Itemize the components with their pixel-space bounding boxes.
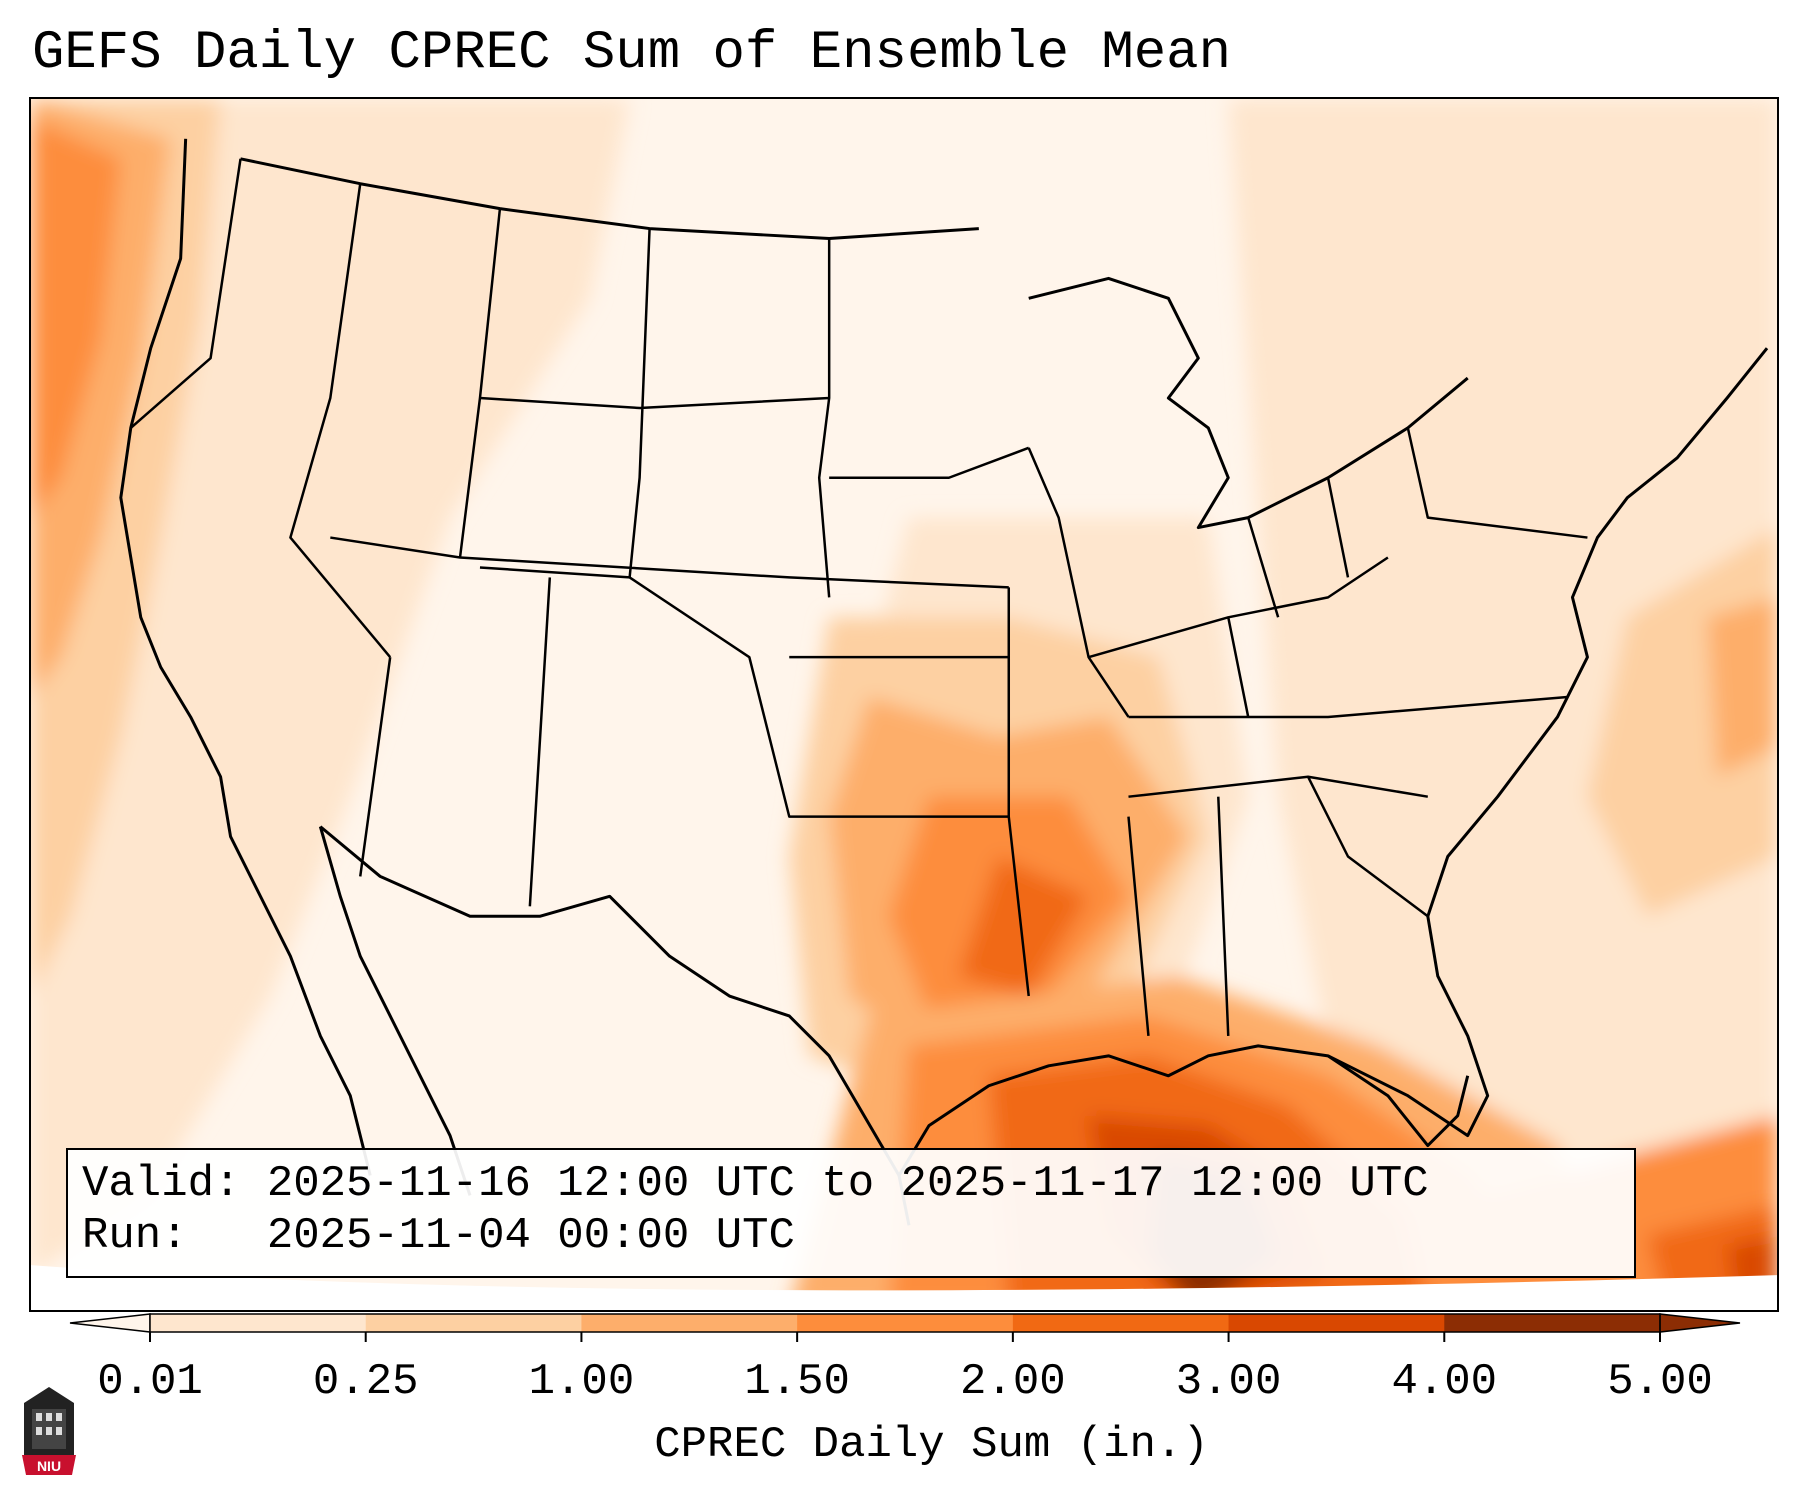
colorbar-tick-label: 0.01	[97, 1357, 203, 1407]
valid-run-infobox: Valid: 2025-11-16 12:00 UTC to 2025-11-1…	[66, 1148, 1636, 1278]
atlantic-coastline	[1426, 347, 1769, 917]
precipitation-map	[31, 99, 1777, 1310]
colorbar-tick-label: 2.00	[960, 1357, 1066, 1407]
colorbar-extend-low	[69, 1313, 151, 1333]
svg-text:NIU: NIU	[37, 1458, 61, 1474]
colorbar-tick-label: 3.00	[1175, 1357, 1282, 1407]
colorbar	[69, 1313, 1741, 1342]
run-time-line: Run: 2025-11-04 00:00 UTC	[82, 1210, 795, 1262]
colorbar-segment	[1228, 1314, 1445, 1332]
state-lines	[129, 158, 1588, 1037]
map-title: GEFS Daily CPREC Sum of Ensemble Mean	[32, 23, 1231, 84]
map-panel	[29, 97, 1779, 1312]
colorbar-extend-high	[1659, 1313, 1741, 1333]
canada-border	[240, 157, 979, 241]
colorbar-outline	[149, 1313, 1661, 1333]
colorbar-tick-label: 4.00	[1391, 1357, 1498, 1407]
mexico-border	[319, 825, 901, 1177]
colorbar-segment	[150, 1314, 367, 1332]
domain-edge	[31, 1265, 1777, 1310]
colorbar-segment	[1012, 1314, 1230, 1332]
valid-label: Valid:	[82, 1159, 241, 1209]
colorbar-tick-label: 5.00	[1607, 1357, 1713, 1407]
valid-value: 2025-11-16 12:00 UTC to 2025-11-17 12:00…	[266, 1159, 1429, 1209]
run-label: Run:	[82, 1211, 188, 1261]
great-lakes	[1028, 276, 1469, 530]
colorbar-tick-label: 0.25	[312, 1357, 419, 1407]
colorbar-segment	[1444, 1314, 1661, 1332]
valid-time-line: Valid: 2025-11-16 12:00 UTC to 2025-11-1…	[82, 1158, 1429, 1210]
colorbar-tick-label: 1.50	[744, 1357, 850, 1407]
colorbar-segment	[797, 1314, 1014, 1332]
colorbar-label: CPREC Daily Sum (in.)	[654, 1420, 1209, 1470]
florida-coastline	[1327, 916, 1490, 1138]
niu-logo: NIU	[22, 1387, 76, 1475]
colorbar-tick-label: 1.00	[528, 1357, 635, 1407]
colorbar-segment	[365, 1314, 582, 1332]
boundaries	[119, 138, 1769, 1226]
baja-coastline	[318, 826, 472, 1196]
colorbar-segment	[581, 1314, 798, 1332]
pacific-coastline	[119, 138, 372, 1176]
gulf-coastline	[897, 1044, 1470, 1226]
run-value: 2025-11-04 00:00 UTC	[266, 1211, 795, 1261]
